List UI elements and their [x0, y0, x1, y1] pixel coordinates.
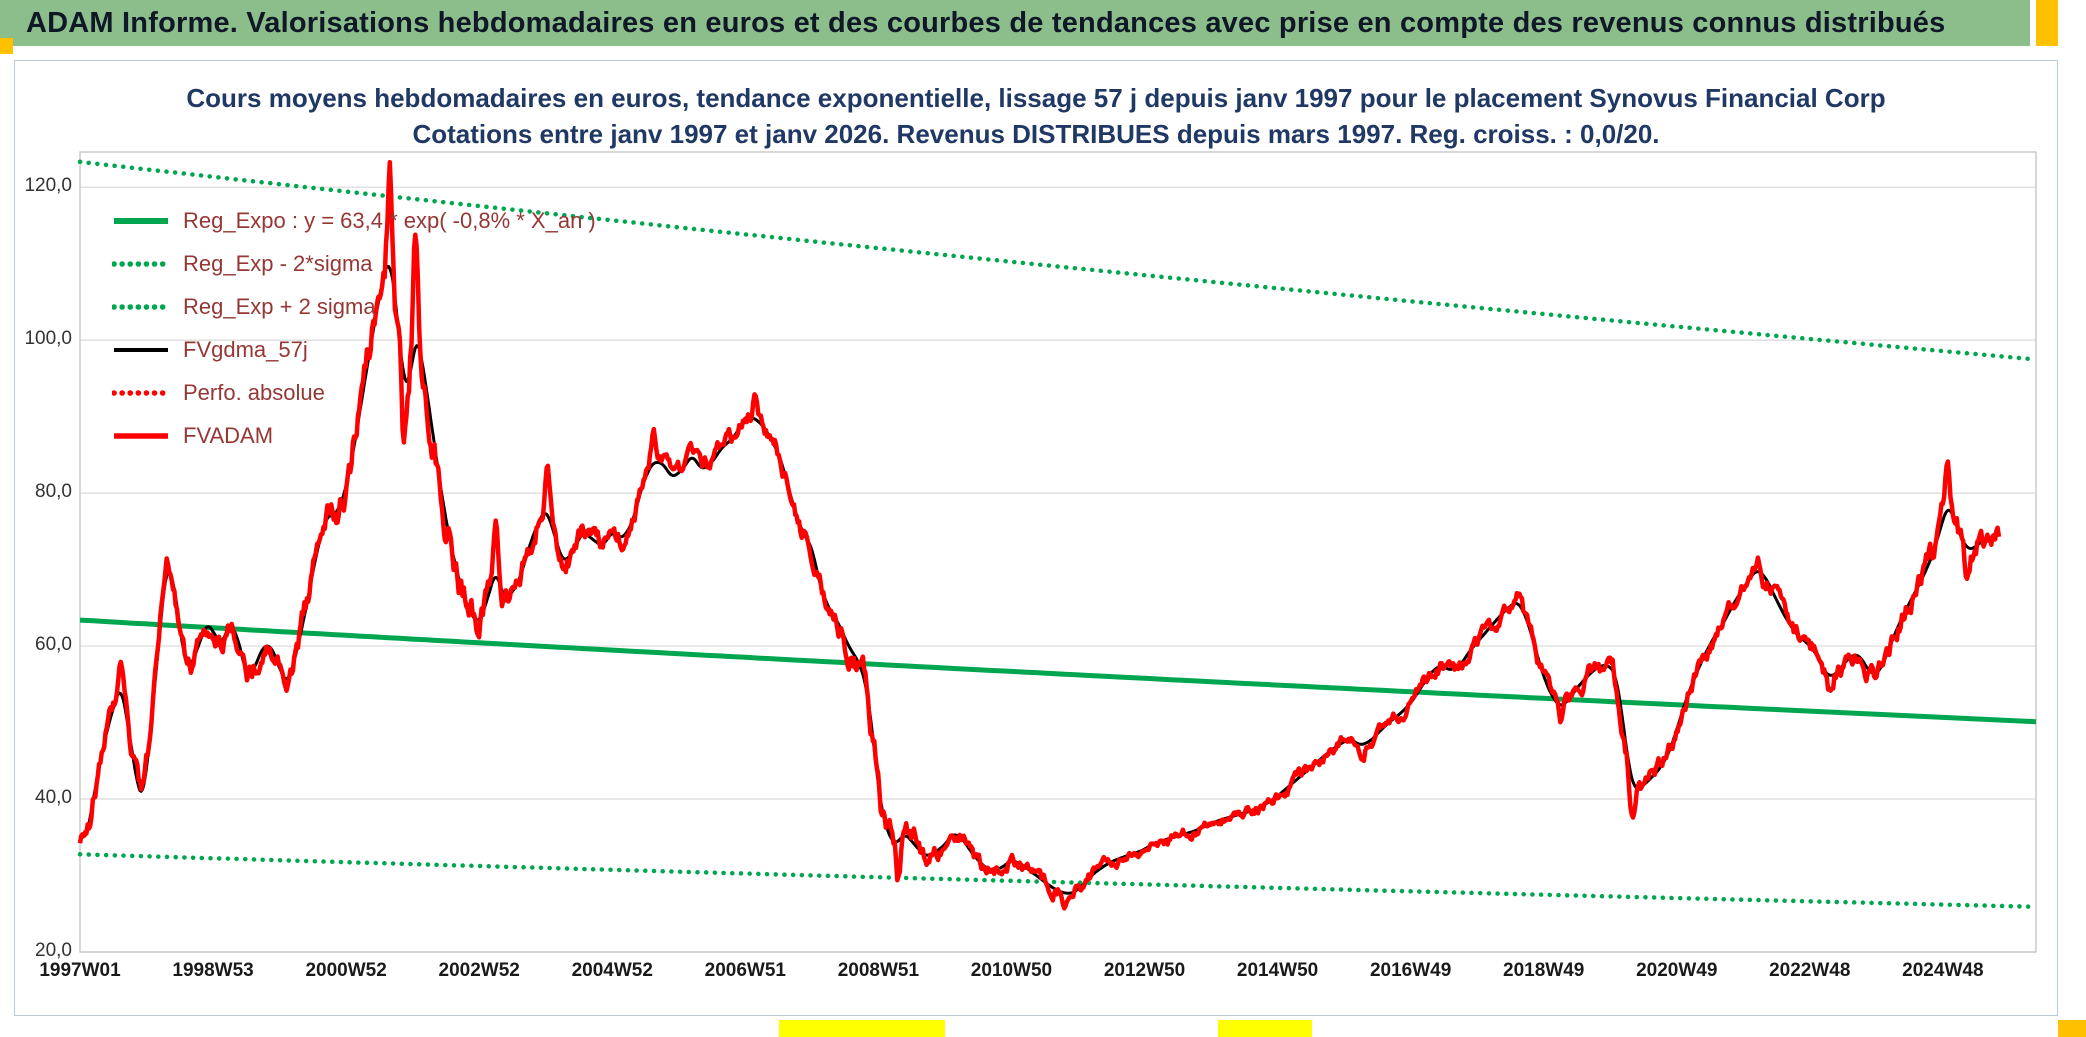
highlight-cell-bottom-1 [779, 1020, 945, 1037]
legend-line-sample [112, 389, 170, 396]
legend-item-4: FVgdma_57j [112, 328, 596, 371]
x-axis-label: 1997W01 [39, 960, 121, 981]
header-title: ADAM Informe. Valorisations hebdomadaire… [26, 6, 1946, 39]
legend-label: FVgdma_57j [183, 336, 308, 362]
x-axis-label: 2018W49 [1503, 960, 1585, 981]
legend-label: Perfo. absolue [183, 379, 325, 405]
legend-label: Reg_Expo : y = 63,4 * exp( -0,8% * X_an … [183, 207, 596, 233]
y-axis-label: 60,0 [35, 634, 72, 656]
x-axis-label: 2008W51 [837, 960, 920, 981]
chart-title: Cours moyens hebdomadaires en euros, ten… [14, 80, 2058, 152]
x-axis-label: 2012W50 [1103, 960, 1186, 981]
legend-item-3: Reg_Exp + 2 sigma [112, 285, 596, 328]
legend-label: Reg_Exp - 2*sigma [183, 250, 373, 276]
legend-line-sample [112, 260, 170, 267]
corner-highlight-left [0, 38, 13, 54]
y-axis-label: 120,0 [24, 175, 72, 197]
x-axis-label: 2016W49 [1369, 960, 1452, 981]
y-axis-label: 100,0 [24, 328, 72, 350]
legend-item-5: Perfo. absolue [112, 371, 596, 414]
legend-line-sample [114, 347, 168, 352]
y-axis-label: 80,0 [35, 481, 72, 503]
header-bar: ADAM Informe. Valorisations hebdomadaire… [0, 0, 2030, 46]
x-axis-label: 2006W51 [704, 960, 786, 981]
y-axis-label: 40,0 [35, 787, 72, 809]
legend-label: Reg_Exp + 2 sigma [183, 293, 376, 319]
chart-title-line2: Cotations entre janv 1997 et janv 2026. … [412, 119, 1660, 149]
legend-item-2: Reg_Exp - 2*sigma [112, 242, 596, 285]
x-axis-label: 2022W48 [1769, 960, 1851, 981]
corner-highlight-bottom-right [2058, 1020, 2086, 1037]
x-axis-label: 2000W52 [305, 960, 387, 981]
y-axis-label: 20,0 [35, 940, 72, 961]
legend-item-6: FVADAM [112, 414, 596, 457]
chart-legend: Reg_Expo : y = 63,4 * exp( -0,8% * X_an … [112, 199, 596, 457]
x-axis-label: 1998W53 [172, 960, 254, 981]
x-axis-label: 2002W52 [438, 960, 520, 981]
legend-line-sample [114, 217, 168, 224]
highlight-cell-bottom-2 [1218, 1020, 1312, 1037]
legend-line-sample [114, 432, 168, 439]
x-axis-label: 2014W50 [1236, 960, 1319, 981]
x-axis-label: 2010W50 [970, 960, 1053, 981]
chart-title-line1: Cours moyens hebdomadaires en euros, ten… [186, 83, 1886, 113]
legend-item-1: Reg_Expo : y = 63,4 * exp( -0,8% * X_an … [112, 199, 596, 242]
corner-highlight-top-right [2036, 0, 2058, 46]
x-axis-label: 2024W48 [1902, 960, 1984, 981]
x-axis-label: 2020W49 [1636, 960, 1718, 981]
legend-line-sample [112, 303, 170, 310]
legend-label: FVADAM [183, 422, 274, 448]
x-axis-label: 2004W52 [571, 960, 653, 981]
